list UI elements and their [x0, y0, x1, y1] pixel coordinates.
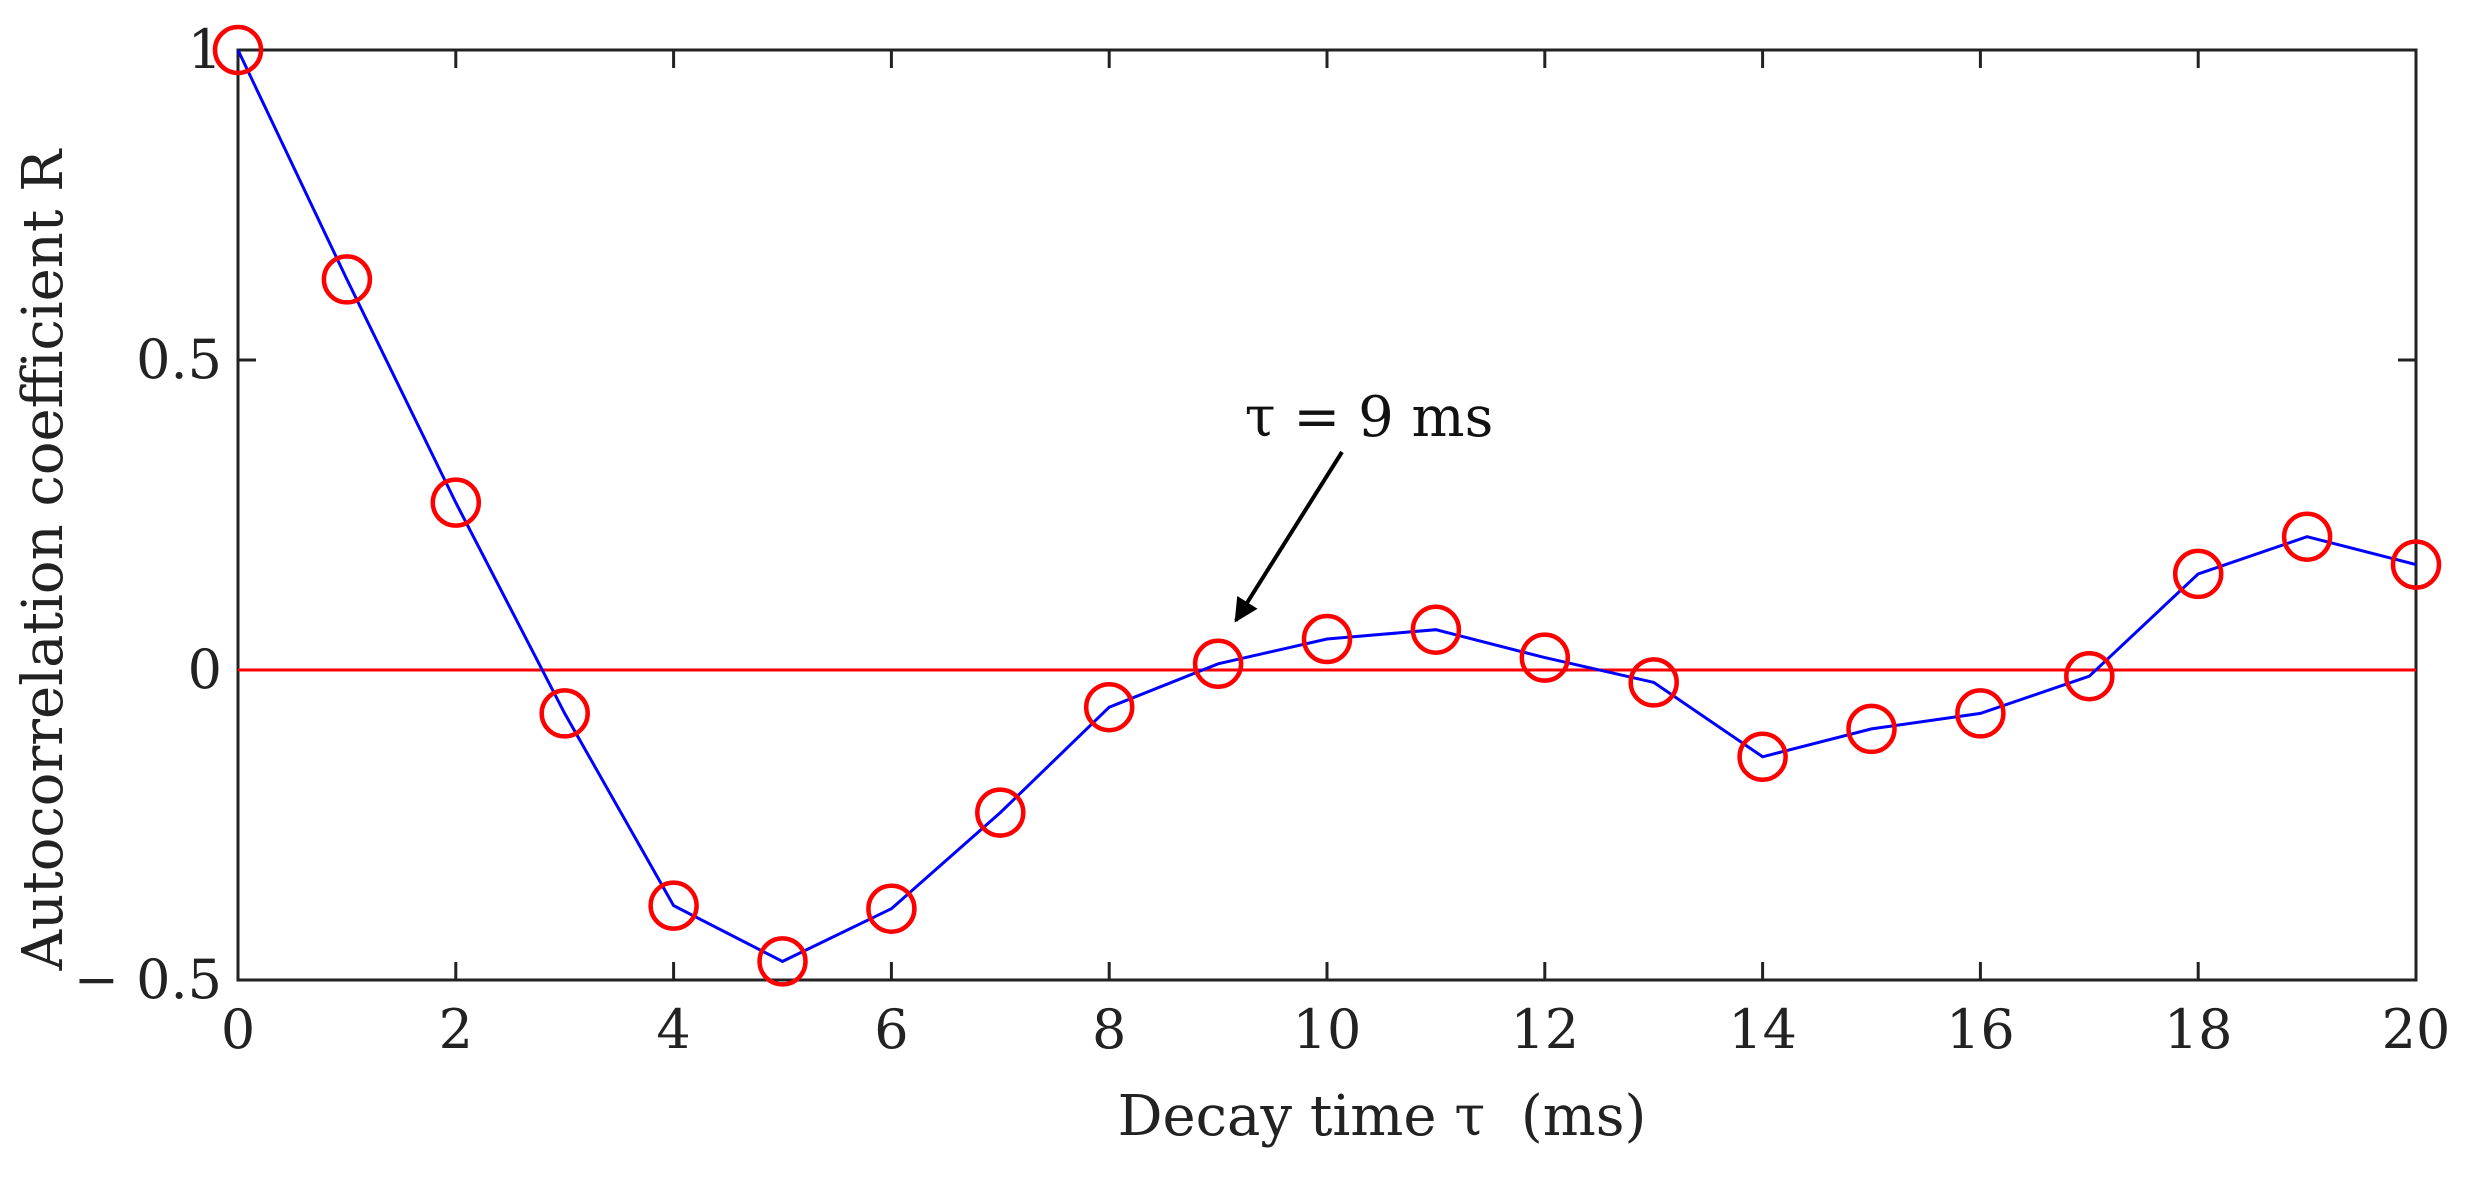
- x-tick-label: 12: [1510, 998, 1579, 1061]
- data-point-marker: [2281, 511, 2333, 562]
- x-tick-label: 0: [221, 998, 255, 1061]
- data-point-marker: [321, 254, 373, 305]
- x-tick-label: 8: [1092, 998, 1126, 1061]
- x-axis-title: Decay time τ (ms): [1118, 1084, 1647, 1149]
- data-point-marker: [212, 24, 264, 76]
- data-point-marker: [1628, 657, 1679, 708]
- data-point-marker: [2390, 539, 2442, 590]
- data-point-marker: [1846, 703, 1897, 755]
- x-tick-label: 14: [1728, 998, 1797, 1061]
- x-tick-label: 16: [1946, 998, 2015, 1061]
- x-tick-label: 6: [874, 998, 908, 1061]
- data-point-marker: [2064, 650, 2115, 702]
- data-point-marker: [1410, 604, 1462, 655]
- data-point-marker: [975, 787, 1026, 838]
- data-point-marker: [866, 883, 917, 934]
- data-point-marker: [1083, 681, 1135, 733]
- data-point-marker: [1301, 613, 1353, 665]
- autocorrelation-series-line: [236, 49, 2417, 964]
- data-point-marker: [1955, 688, 2006, 739]
- plot-area-frame: [236, 48, 2418, 982]
- y-axis-ticks: − 0.500.51: [74, 18, 2416, 1011]
- x-tick-label: 2: [439, 998, 473, 1061]
- data-point-marker: [648, 880, 699, 931]
- annotation-arrow: [1234, 450, 1344, 623]
- data-point-marker: [1519, 632, 1571, 683]
- x-axis-ticks: 0 2 4 6 8 10 12 14 16 18 20: [221, 50, 2451, 1061]
- autocorrelation-series-markers: [212, 24, 2442, 987]
- y-axis-title: Autocorrelation coefficient R: [11, 148, 76, 971]
- x-tick-label: 18: [2164, 998, 2233, 1061]
- data-point-marker: [430, 477, 482, 528]
- y-tick-label: 0.5: [136, 328, 222, 391]
- annotation-label: τ = 9 ms: [1245, 385, 1494, 450]
- data-point-marker: [757, 936, 808, 987]
- data-point-marker: [1737, 731, 1788, 783]
- data-point-marker: [539, 688, 590, 739]
- x-tick-label: 20: [2382, 998, 2451, 1061]
- y-tick-label: − 0.5: [74, 948, 222, 1011]
- x-tick-label: 10: [1293, 998, 1362, 1061]
- y-tick-label: 0: [188, 638, 222, 701]
- data-point-marker: [2172, 548, 2224, 600]
- data-point-marker: [1192, 638, 1244, 690]
- x-tick-label: 4: [656, 998, 690, 1061]
